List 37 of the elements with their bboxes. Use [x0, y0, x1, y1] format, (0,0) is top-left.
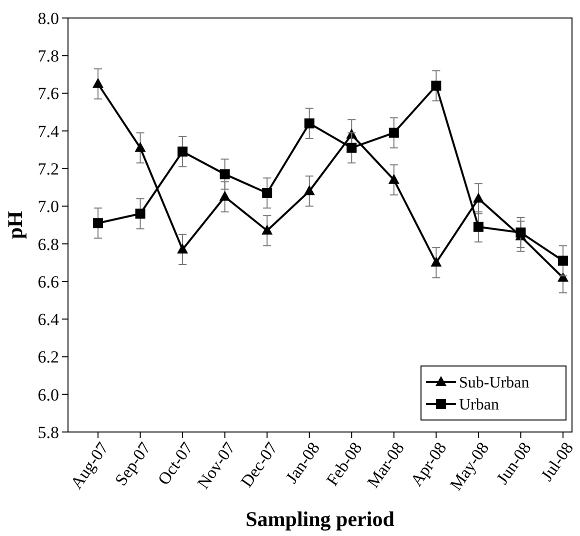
point: [93, 218, 103, 228]
y-tick-label: 6.0: [38, 385, 59, 404]
point: [388, 128, 399, 138]
y-tick-label: 7.8: [38, 46, 59, 66]
legend-label: Urban: [459, 396, 499, 414]
point: [516, 228, 526, 238]
point: [92, 78, 104, 88]
y-tick-label: 6.4: [38, 310, 60, 330]
y-tick-label: 7.0: [38, 197, 59, 216]
y-tick-label: 6.2: [38, 348, 59, 367]
point: [304, 118, 314, 128]
point: [134, 142, 146, 152]
point: [220, 169, 230, 180]
y-axis-title: pH: [3, 210, 27, 240]
point: [177, 243, 188, 254]
y-tick-label: 7.4: [38, 122, 60, 141]
point: [135, 208, 146, 219]
point: [262, 188, 272, 198]
x-axis-title: Sampling period: [246, 507, 395, 531]
point: [431, 80, 442, 91]
y-tick-label: 7.2: [38, 159, 59, 178]
point: [178, 146, 188, 157]
point: [388, 174, 400, 184]
point: [473, 222, 484, 232]
legend-label: Sub-Urban: [459, 374, 530, 392]
point: [219, 190, 230, 201]
point: [430, 256, 442, 267]
y-tick-label: 5.8: [38, 422, 59, 442]
point: [346, 142, 357, 153]
point: [262, 224, 273, 235]
point: [558, 256, 568, 266]
y-tick-label: 6.8: [38, 234, 59, 254]
point: [472, 192, 484, 203]
y-tick-label: 7.6: [38, 84, 59, 104]
point: [304, 185, 315, 196]
y-tick-label: 8.0: [38, 8, 59, 28]
y-tick-label: 6.6: [38, 272, 59, 292]
